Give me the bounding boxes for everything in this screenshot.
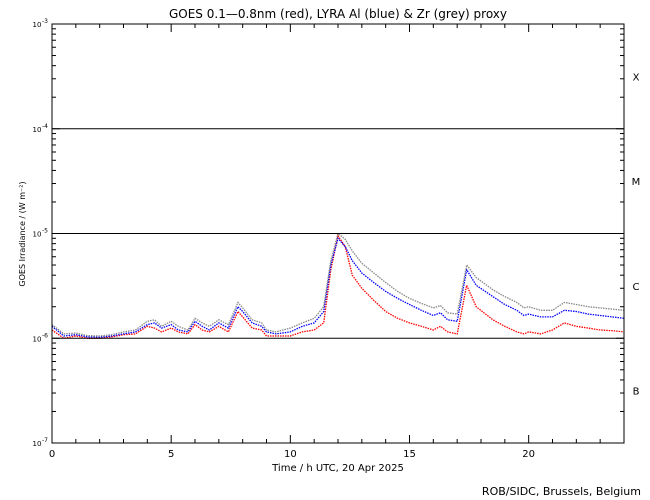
- y-tick-exponent: -3: [42, 18, 48, 25]
- y-axis-label: GOES Irradiance / (W m⁻²): [18, 181, 27, 286]
- credit-text: ROB/SIDC, Brussels, Belgium: [482, 485, 641, 498]
- x-tick-label: 15: [403, 449, 416, 460]
- series-line: [51, 234, 625, 339]
- y-tick-label: 10: [33, 21, 42, 29]
- flare-class-label: C: [633, 282, 640, 293]
- y-tick-label: 10: [33, 126, 42, 134]
- class-lines: [52, 128, 624, 339]
- x-tick-label: 5: [168, 449, 174, 460]
- x-tick-label: 20: [522, 449, 535, 460]
- x-axis-label: Time / h UTC, 20 Apr 2025: [271, 463, 404, 474]
- x-axis: 0 5 10 15 20: [49, 24, 601, 460]
- y-axis: 10-310-410-510-610-7: [33, 18, 624, 448]
- chart-title: GOES 0.1—0.8nm (red), LYRA Al (blue) & Z…: [169, 7, 507, 21]
- y-tick-label: 10: [33, 335, 42, 343]
- series-line: [51, 232, 625, 337]
- y-tick-label: 10: [33, 231, 42, 239]
- y-tick-exponent: -6: [42, 332, 48, 339]
- series-line: [51, 236, 625, 338]
- flare-class-label: X: [633, 72, 640, 83]
- flare-class-label: B: [633, 387, 640, 398]
- x-tick-label: 0: [49, 449, 55, 460]
- y-tick-label: 10: [33, 440, 42, 448]
- flare-class-label: M: [632, 177, 641, 188]
- flare-class-labels: X M C B: [632, 72, 641, 397]
- y-tick-exponent: -7: [42, 437, 48, 444]
- y-tick-exponent: -4: [42, 123, 48, 130]
- y-tick-exponent: -5: [42, 228, 48, 235]
- x-tick-label: 10: [284, 449, 297, 460]
- series-layer: [51, 232, 625, 339]
